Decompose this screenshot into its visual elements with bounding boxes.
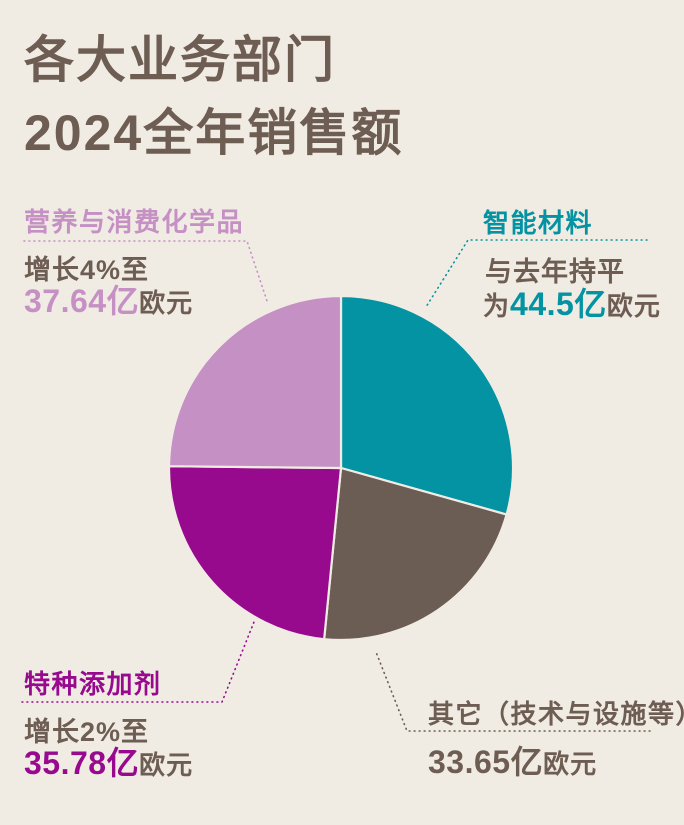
page-title-line1: 各大业务部门 [24, 32, 336, 88]
label-specialty-additives-growth: 增长2%至 [24, 717, 150, 747]
page-title: 各大业务部门 2024全年销售额 [24, 24, 403, 170]
label-others-value-row: 33.65亿 欧元 [428, 737, 597, 783]
pie-slice-1 [323, 466, 508, 642]
label-others: 其它（技术与设施等） [428, 694, 684, 731]
label-others-value: 33.65亿 [428, 744, 544, 780]
label-smart-materials-note: 与去年持平 [485, 257, 625, 287]
pie-slice-3 [167, 294, 343, 470]
label-specialty-additives-value-row: 35.78亿 欧元 [24, 738, 193, 784]
label-nutrition-unit: 欧元 [139, 288, 194, 318]
label-nutrition-value-row: 37.64亿 欧元 [24, 276, 193, 322]
label-specialty-additives: 特种添加剂 [24, 664, 162, 701]
page-title-line2: 2024全年销售额 [24, 105, 404, 161]
label-smart-materials-value-row: 为 44.5亿 欧元 [483, 279, 661, 325]
pie-slice-2 [167, 465, 343, 641]
label-smart-materials-unit: 欧元 [606, 291, 661, 321]
label-smart-materials-prefix: 为 [483, 291, 511, 321]
label-specialty-additives-value: 35.78亿 [24, 745, 140, 781]
label-smart-materials-heading: 智能材料 [483, 208, 594, 238]
label-specialty-additives-unit: 欧元 [139, 750, 194, 780]
label-smart-materials: 智能材料 [483, 203, 593, 240]
label-nutrition-heading: 营养与消费化学品 [24, 207, 245, 237]
pie-chart [167, 294, 515, 642]
label-others-heading: 其它（技术与设施等） [428, 699, 684, 729]
label-nutrition-value: 37.64亿 [24, 283, 140, 319]
label-smart-materials-value: 44.5亿 [510, 286, 607, 322]
label-nutrition-consumer-chemicals: 营养与消费化学品 [24, 202, 244, 239]
label-others-unit: 欧元 [543, 749, 598, 779]
pie-slice-0 [339, 294, 515, 516]
label-specialty-additives-heading: 特种添加剂 [24, 669, 162, 699]
label-nutrition-growth: 增长4%至 [24, 255, 150, 285]
